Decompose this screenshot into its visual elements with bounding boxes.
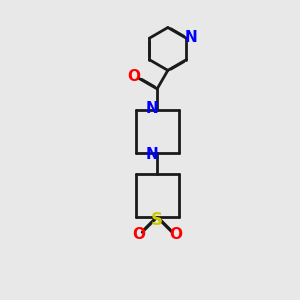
Text: N: N (146, 101, 158, 116)
Text: S: S (151, 211, 163, 229)
Text: O: O (127, 70, 140, 85)
Text: O: O (169, 227, 182, 242)
Text: O: O (132, 227, 145, 242)
Text: N: N (146, 148, 158, 163)
Text: N: N (184, 30, 197, 45)
